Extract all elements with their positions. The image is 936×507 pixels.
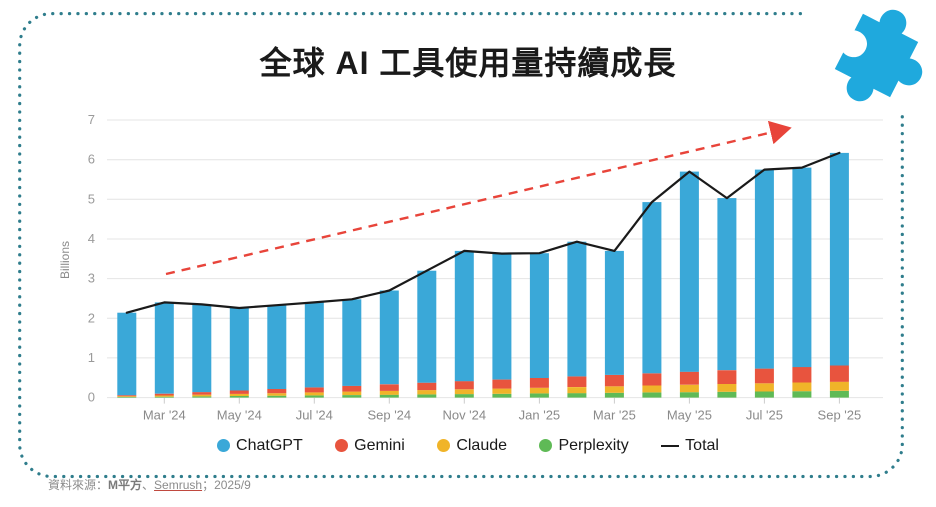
svg-text:Sep '25: Sep '25	[818, 408, 862, 423]
svg-text:Mar '25: Mar '25	[593, 408, 636, 423]
svg-text:Sep '24: Sep '24	[367, 408, 411, 423]
svg-text:0: 0	[88, 390, 95, 405]
svg-text:Nov '24: Nov '24	[442, 408, 486, 423]
svg-text:Jul '24: Jul '24	[296, 408, 333, 423]
svg-text:3: 3	[88, 271, 95, 286]
svg-text:4: 4	[88, 231, 95, 246]
svg-text:1: 1	[88, 350, 95, 365]
svg-text:May '24: May '24	[217, 408, 262, 423]
svg-text:6: 6	[88, 152, 95, 167]
svg-text:Jan '25: Jan '25	[519, 408, 561, 423]
svg-text:Jul '25: Jul '25	[746, 408, 783, 423]
svg-text:2: 2	[88, 310, 95, 325]
svg-text:7: 7	[88, 112, 95, 127]
svg-text:May '25: May '25	[667, 408, 712, 423]
svg-text:Mar '24: Mar '24	[143, 408, 186, 423]
svg-text:5: 5	[88, 191, 95, 206]
